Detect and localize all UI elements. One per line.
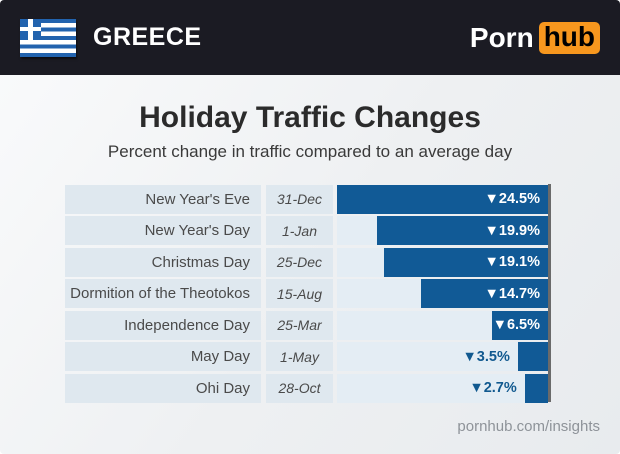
bar-value-label: ▼19.9% — [484, 222, 540, 239]
pornhub-logo: Porn hub — [469, 21, 600, 54]
bar-value-label: ▼6.5% — [492, 317, 540, 333]
logo-hub-badge: hub — [538, 21, 600, 54]
greece-flag-icon — [20, 18, 76, 57]
holiday-date: 15-Aug — [266, 279, 333, 308]
bar — [337, 184, 548, 214]
holiday-row: Independence Day 25-Mar ▼6.5% — [65, 310, 548, 340]
bar-track: ▼19.9% — [337, 216, 548, 245]
logo-porn-text: Porn — [469, 21, 534, 53]
holiday-date: 25-Dec — [266, 247, 333, 277]
bar-track: ▼19.1% — [337, 247, 548, 277]
holiday-name: Independence Day — [65, 310, 261, 340]
bar-value-label: ▼19.1% — [484, 254, 540, 270]
holiday-name: New Year's Day — [65, 216, 261, 245]
holiday-date: 1-May — [266, 342, 333, 371]
holiday-row: Christmas Day 25-Dec ▼19.1% — [65, 247, 548, 277]
holiday-row: Dormition of the Theotokos 15-Aug ▼14.7% — [65, 279, 548, 308]
holiday-name: May Day — [65, 342, 261, 371]
holiday-bar-chart: New Year's Eve 31-Dec ▼24.5% New Year's … — [65, 183, 551, 403]
holiday-date: 28-Oct — [266, 373, 333, 403]
holiday-row: Ohi Day 28-Oct ▼2.7% — [65, 373, 548, 403]
holiday-name: New Year's Eve — [65, 184, 261, 214]
bar — [524, 373, 548, 403]
header-bar: GREECE Porn hub — [0, 0, 620, 75]
holiday-date: 25-Mar — [266, 310, 333, 340]
bar-track: ▼24.5% — [337, 184, 548, 214]
bar-track: ▼6.5% — [337, 310, 548, 340]
bar-value-label: ▼14.7% — [484, 285, 540, 302]
holiday-date: 31-Dec — [266, 184, 333, 214]
bar — [383, 247, 548, 277]
bar — [517, 342, 548, 371]
bar-track: ▼14.7% — [337, 279, 548, 308]
holiday-name: Dormition of the Theotokos — [65, 279, 261, 308]
holiday-name: Christmas Day — [65, 247, 261, 277]
flag-cross — [20, 18, 41, 40]
page-title: Holiday Traffic Changes — [139, 101, 481, 134]
bar-value-label: ▼2.7% — [469, 380, 517, 396]
insights-link: pornhub.com/insights — [457, 418, 600, 435]
bar-track: ▼2.7% — [337, 373, 548, 403]
holiday-row: May Day 1-May ▼3.5% — [65, 342, 548, 371]
bar-value-label: ▼24.5% — [484, 191, 540, 207]
holiday-date: 1-Jan — [266, 216, 333, 245]
bar-track: ▼3.5% — [337, 342, 548, 371]
country-title: GREECE — [93, 23, 202, 51]
page-subtitle: Percent change in traffic compared to an… — [107, 141, 513, 161]
bar — [492, 310, 548, 340]
bar — [376, 216, 548, 245]
axis-line — [548, 183, 551, 402]
holiday-row: New Year's Day 1-Jan ▼19.9% — [65, 216, 548, 245]
bar-value-label: ▼3.5% — [462, 348, 510, 365]
holiday-name: Ohi Day — [65, 373, 261, 403]
holiday-row: New Year's Eve 31-Dec ▼24.5% — [65, 184, 548, 214]
bar — [421, 279, 548, 308]
